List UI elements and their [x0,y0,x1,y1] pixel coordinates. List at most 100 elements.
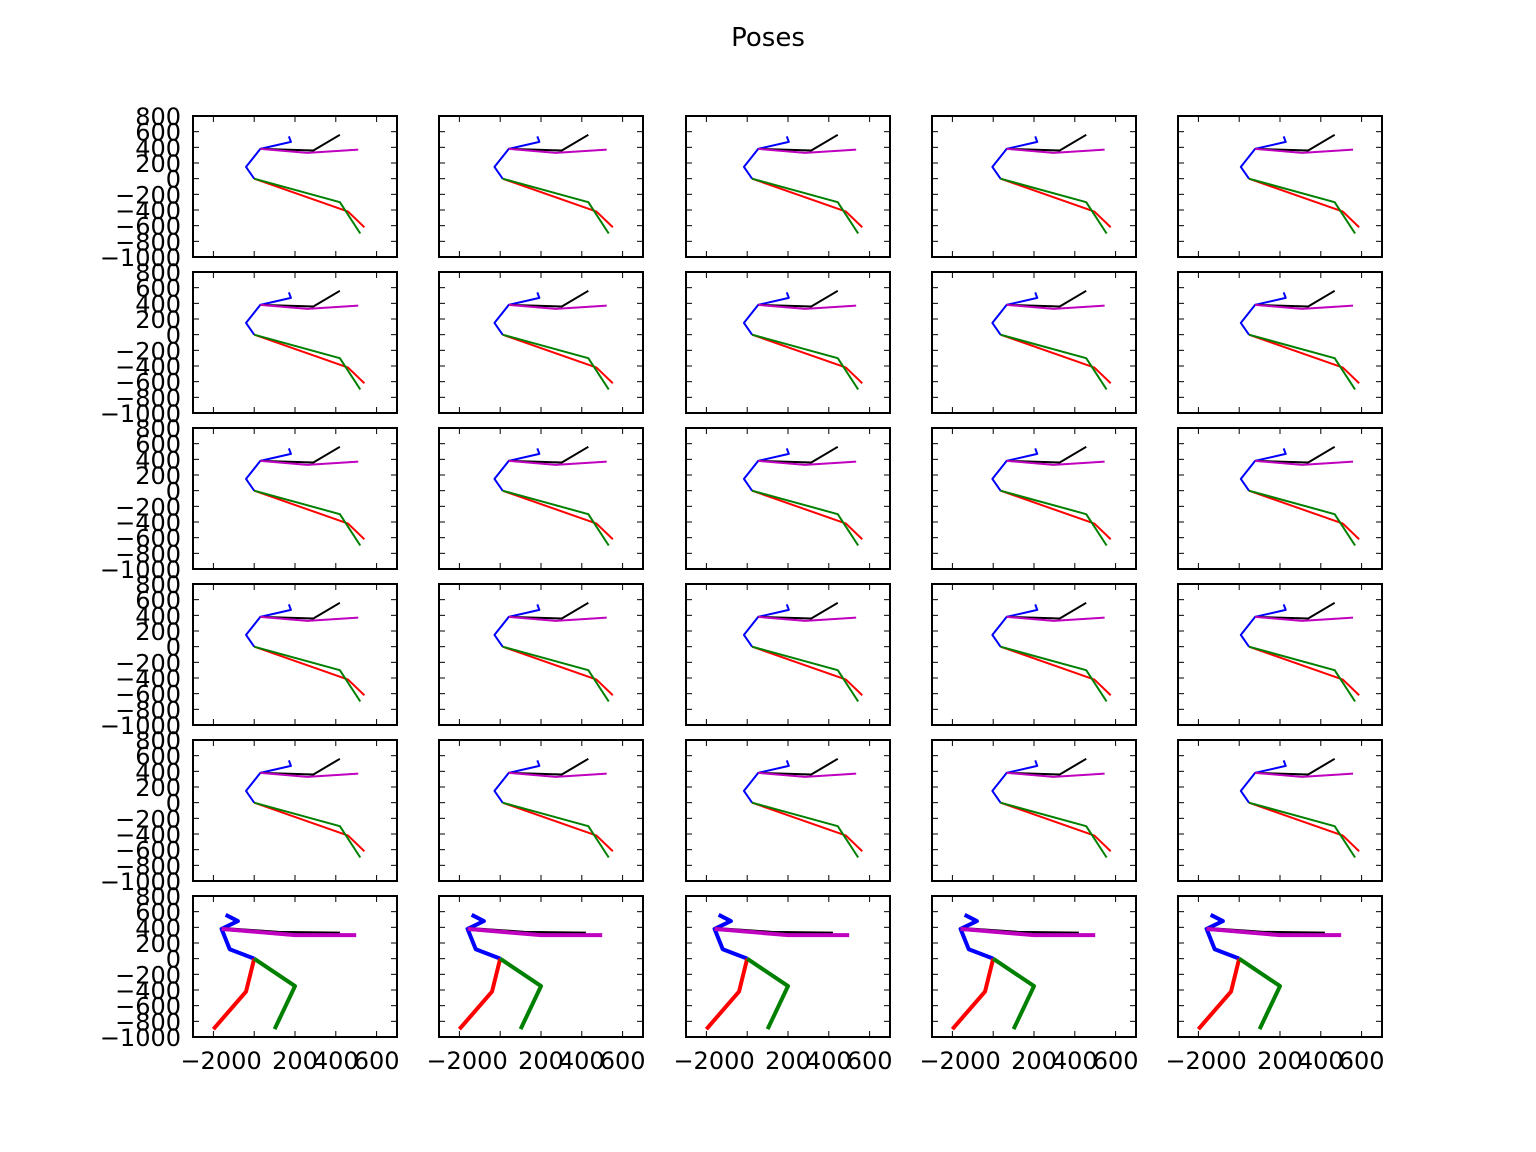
left-leg-line [1000,177,1112,228]
y-tick-label: 600 [135,431,181,459]
y-tick-label: −400 [115,821,181,849]
left-leg-line [502,645,614,696]
right-arm-line [260,147,359,154]
left-leg-line [253,801,366,852]
y-tick-label: 200 [135,306,181,334]
right-arm-line [260,615,359,622]
plot-area [192,271,398,414]
right-arm-line [508,459,607,466]
right-arm-line [1206,926,1342,938]
y-tick-label: −1000 [100,556,181,584]
y-tick-label: −200 [115,805,181,833]
right-arm-line [508,303,607,310]
left-leg-line [1000,489,1112,540]
right-leg-line [1248,801,1356,859]
y-tick-label: −600 [115,681,181,709]
left-leg-line [704,958,750,1031]
plot-area [192,739,398,882]
left-leg-line [1000,801,1112,852]
y-tick-label: −800 [115,384,181,412]
left-leg-line [1248,333,1360,384]
right-leg-line [253,177,362,235]
right-arm-line [1255,459,1354,466]
y-tick-label: −1000 [100,712,181,740]
right-arm-line [221,926,357,938]
y-tick-label: −800 [115,696,181,724]
y-tick-label: −600 [115,369,181,397]
x-tick-label: 400 [313,1047,359,1075]
plot-area [438,115,644,258]
right-leg-line [253,333,362,391]
left-leg-line [1000,645,1112,696]
subplot-r2-c2 [438,271,644,414]
right-arm-line [1006,459,1105,466]
plot-area [931,583,1137,726]
y-tick-label: −600 [115,837,181,865]
right-leg-line [1238,957,1282,1031]
left-leg-line [751,801,863,852]
y-tick-label: −800 [115,228,181,256]
left-leg-line [751,489,863,540]
right-leg-line [253,801,362,859]
right-arm-line [758,303,857,310]
x-tick-label: 200 [518,1047,564,1075]
y-tick-label: 200 [135,462,181,490]
y-tick-label: −800 [115,540,181,568]
subplot-r1-c4 [931,115,1137,258]
right-arm-line [1255,147,1354,154]
plot-area [438,427,644,570]
right-leg-line [1000,801,1108,859]
right-arm-line [1255,771,1354,778]
y-tick-label: −600 [115,993,181,1021]
right-arm-line [260,771,359,778]
y-tick-label: 600 [135,119,181,147]
subplot-r5-c3 [685,739,891,882]
x-tick-label: 400 [1298,1047,1344,1075]
y-tick-label: −1000 [100,868,181,896]
y-tick-label: 0 [166,166,181,194]
x-tick-label: 600 [1339,1047,1385,1075]
plot-area [931,427,1137,570]
subplot-r2-c5 [1177,271,1383,414]
x-tick-label: 600 [1093,1047,1139,1075]
subplot-r3-c5 [1177,427,1383,570]
figure-title: Poses [731,23,805,53]
y-tick-label: −1000 [100,400,181,428]
left-leg-line [253,177,366,228]
plot-area [192,583,398,726]
right-arm-line [508,615,607,622]
right-arm-line [1006,147,1105,154]
left-leg-line [502,489,614,540]
right-leg-line [1248,489,1356,547]
subplot-r4-c2 [438,583,644,726]
left-leg-line [1248,177,1360,228]
y-tick-label: −400 [115,353,181,381]
y-tick-label: −600 [115,213,181,241]
left-leg-line [1248,489,1360,540]
subplot-r4-c4 [931,583,1137,726]
right-arm-line [260,459,359,466]
right-arm-line [1255,615,1354,622]
left-leg-line [253,645,366,696]
right-arm-line [1006,303,1105,310]
right-leg-line [1000,645,1108,703]
right-arm-line [1006,615,1105,622]
y-tick-label: −800 [115,852,181,880]
left-leg-line [1248,801,1360,852]
left-leg-line [950,958,996,1031]
y-tick-label: 400 [135,602,181,630]
y-tick-label: 800 [135,103,181,131]
y-tick-label: 400 [135,446,181,474]
right-arm-line [758,771,857,778]
x-tick-label: −200 [673,1047,739,1075]
x-tick-label: 200 [1257,1047,1303,1075]
left-leg-line [502,333,614,384]
subplot-r4-c3 [685,583,891,726]
right-leg-line [1000,177,1108,235]
x-tick-label: 200 [765,1047,811,1075]
y-tick-label: 400 [135,290,181,318]
y-tick-label: 0 [166,790,181,818]
right-leg-line [253,957,297,1031]
